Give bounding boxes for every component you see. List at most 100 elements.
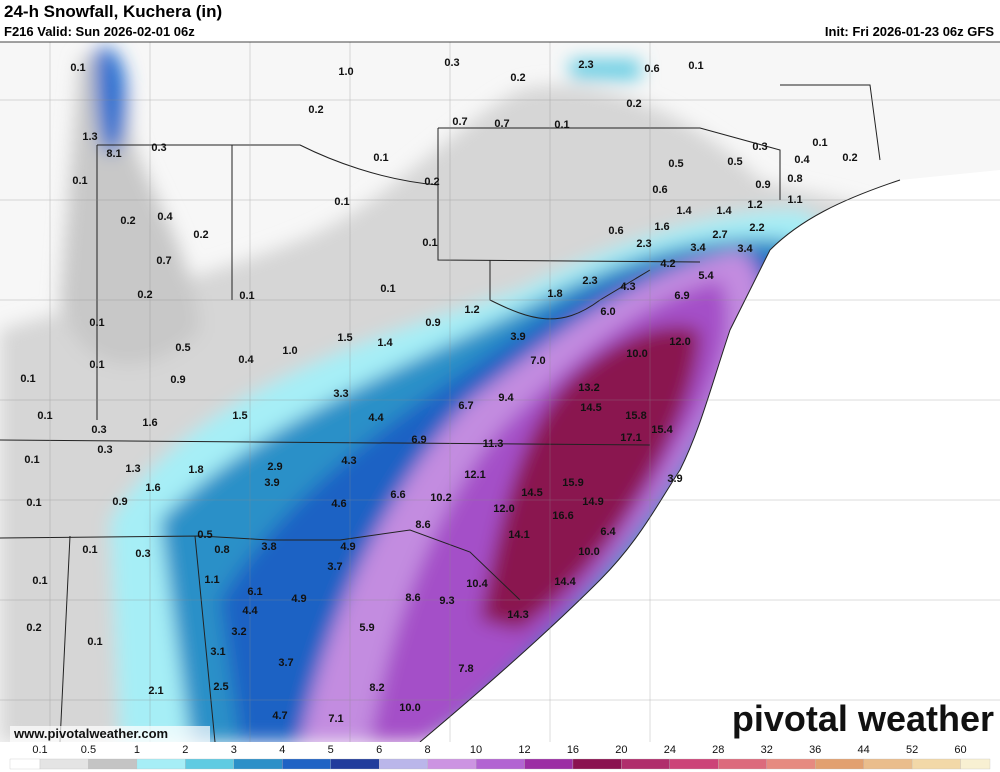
coastline xyxy=(419,179,901,742)
snowfall-label: 12.1 xyxy=(464,469,485,481)
snowfall-label: 6.0 xyxy=(600,306,615,318)
snowfall-label: 0.1 xyxy=(89,359,104,371)
colorbar-swatch xyxy=(718,758,767,770)
county-grid xyxy=(0,42,1000,742)
colorbar-label: 16 xyxy=(567,744,579,756)
snowfall-label: 14.3 xyxy=(507,609,528,621)
snowfall-label: 11.3 xyxy=(483,438,504,450)
colorbar-label: 32 xyxy=(761,744,773,756)
snowfall-label: 0.8 xyxy=(214,544,229,556)
snowfall-label: 10.2 xyxy=(430,492,451,504)
snowfall-label: 14.5 xyxy=(580,402,601,414)
snowfall-label: 4.6 xyxy=(331,498,346,510)
colorbar-label: 10 xyxy=(470,744,482,756)
snowfall-label: 0.1 xyxy=(32,575,47,587)
snowfall-label: 14.4 xyxy=(554,576,576,588)
snowfall-label: 2.5 xyxy=(213,681,228,693)
snowfall-label: 1.1 xyxy=(787,194,802,206)
snowfall-label: 1.3 xyxy=(125,463,140,475)
snowfall-label: 13.2 xyxy=(578,382,599,394)
snowfall-label: 1.2 xyxy=(464,304,479,316)
snowfall-label: 2.1 xyxy=(148,685,163,697)
colorbar-label: 3 xyxy=(231,744,237,756)
snowfall-label: 1.4 xyxy=(676,205,692,217)
snowfall-label: 6.6 xyxy=(390,489,405,501)
snowfall-label: 2.3 xyxy=(578,59,593,71)
colorbar-label: 60 xyxy=(954,744,966,756)
snowfall-label: 0.1 xyxy=(20,373,35,385)
snowfall-label: 0.1 xyxy=(37,410,52,422)
colorbar-swatch xyxy=(9,758,41,770)
colorbar-swatch xyxy=(136,758,186,770)
snowfall-label: 8.1 xyxy=(106,148,121,160)
snowfall-label: 0.9 xyxy=(170,374,185,386)
snowfall-label: 0.7 xyxy=(494,118,509,130)
colorbar-swatch xyxy=(621,758,671,770)
snowfall-label: 3.1 xyxy=(210,646,225,658)
colorbar-swatch xyxy=(960,758,991,770)
snowfall-label: 10.0 xyxy=(578,546,599,558)
snowfall-label: 5.9 xyxy=(359,622,374,634)
snowfall-label: 0.1 xyxy=(554,119,569,131)
colorbar-swatch xyxy=(233,758,283,770)
snowfall-label: 8.6 xyxy=(415,519,430,531)
init-time: Init: Fri 2026-01-23 06z GFS xyxy=(825,24,994,39)
snowfall-label: 1.4 xyxy=(716,205,732,217)
snowfall-label: 3.2 xyxy=(231,626,246,638)
colorbar-label: 6 xyxy=(376,744,382,756)
colorbar-swatch xyxy=(863,758,913,770)
snowfall-label: 3.4 xyxy=(690,242,706,254)
snowfall-label: 0.2 xyxy=(193,229,208,241)
title: 24-h Snowfall, Kuchera (in) xyxy=(4,2,222,21)
snowfall-label: 0.6 xyxy=(644,63,659,75)
colorbar-label: 4 xyxy=(279,744,285,756)
snowfall-label: 3.9 xyxy=(510,331,525,343)
snowfall-label: 0.1 xyxy=(373,152,388,164)
snowfall-label: 6.7 xyxy=(458,400,473,412)
snowfall-label: 0.5 xyxy=(197,529,212,541)
snowfall-label: 1.2 xyxy=(747,199,762,211)
brand-watermark: pivotal weather xyxy=(732,698,994,739)
colorbar-swatch xyxy=(185,758,234,770)
snowfall-label: 1.0 xyxy=(338,66,353,78)
colorbar-swatch xyxy=(766,758,816,770)
snowfall-label: 0.1 xyxy=(82,544,97,556)
snowfall-label: 0.2 xyxy=(842,152,857,164)
snowfall-label: 3.7 xyxy=(278,657,293,669)
snowfall-label: 2.3 xyxy=(636,238,651,250)
snowfall-label: 7.8 xyxy=(458,663,473,675)
colorbar-swatch xyxy=(39,758,89,770)
colorbar-swatch xyxy=(427,758,477,770)
colorbar-label: 24 xyxy=(664,744,676,756)
header-bg xyxy=(0,0,1000,42)
colorbar-label: 1 xyxy=(134,744,140,756)
snowfall-label: 4.4 xyxy=(368,412,384,424)
snowfall-label: 1.5 xyxy=(337,332,352,344)
snowfall-label: 6.9 xyxy=(411,434,426,446)
snowfall-label: 15.9 xyxy=(562,477,583,489)
snowfall-label: 0.3 xyxy=(91,424,106,436)
snowfall-label: 6.9 xyxy=(674,290,689,302)
snowfall-label: 0.6 xyxy=(608,225,623,237)
snowfall-label: 0.1 xyxy=(688,60,703,72)
snowfall-label: 3.7 xyxy=(327,561,342,573)
snowfall-label: 10.4 xyxy=(466,578,488,590)
colorbar-label: 20 xyxy=(615,744,627,756)
colorbar-label: 52 xyxy=(906,744,918,756)
snowfall-label: 1.0 xyxy=(282,345,297,357)
snowfall-label: 15.8 xyxy=(625,410,646,422)
snowfall-label: 8.2 xyxy=(369,682,384,694)
url-bg xyxy=(10,726,210,742)
colorbar-label: 5 xyxy=(328,744,334,756)
snowfall-label: 0.1 xyxy=(72,175,87,187)
colorbar-swatch xyxy=(330,758,380,770)
snowfall-label: 3.9 xyxy=(264,477,279,489)
snowfall-label: 12.0 xyxy=(669,336,690,348)
snowfall-label: 7.0 xyxy=(530,355,545,367)
colorbar-swatch xyxy=(88,758,138,770)
snowfall-label: 2.3 xyxy=(582,275,597,287)
snowfall-label: 0.9 xyxy=(425,317,440,329)
colorbar-swatch xyxy=(475,758,525,770)
snowfall-label: 0.1 xyxy=(89,317,104,329)
